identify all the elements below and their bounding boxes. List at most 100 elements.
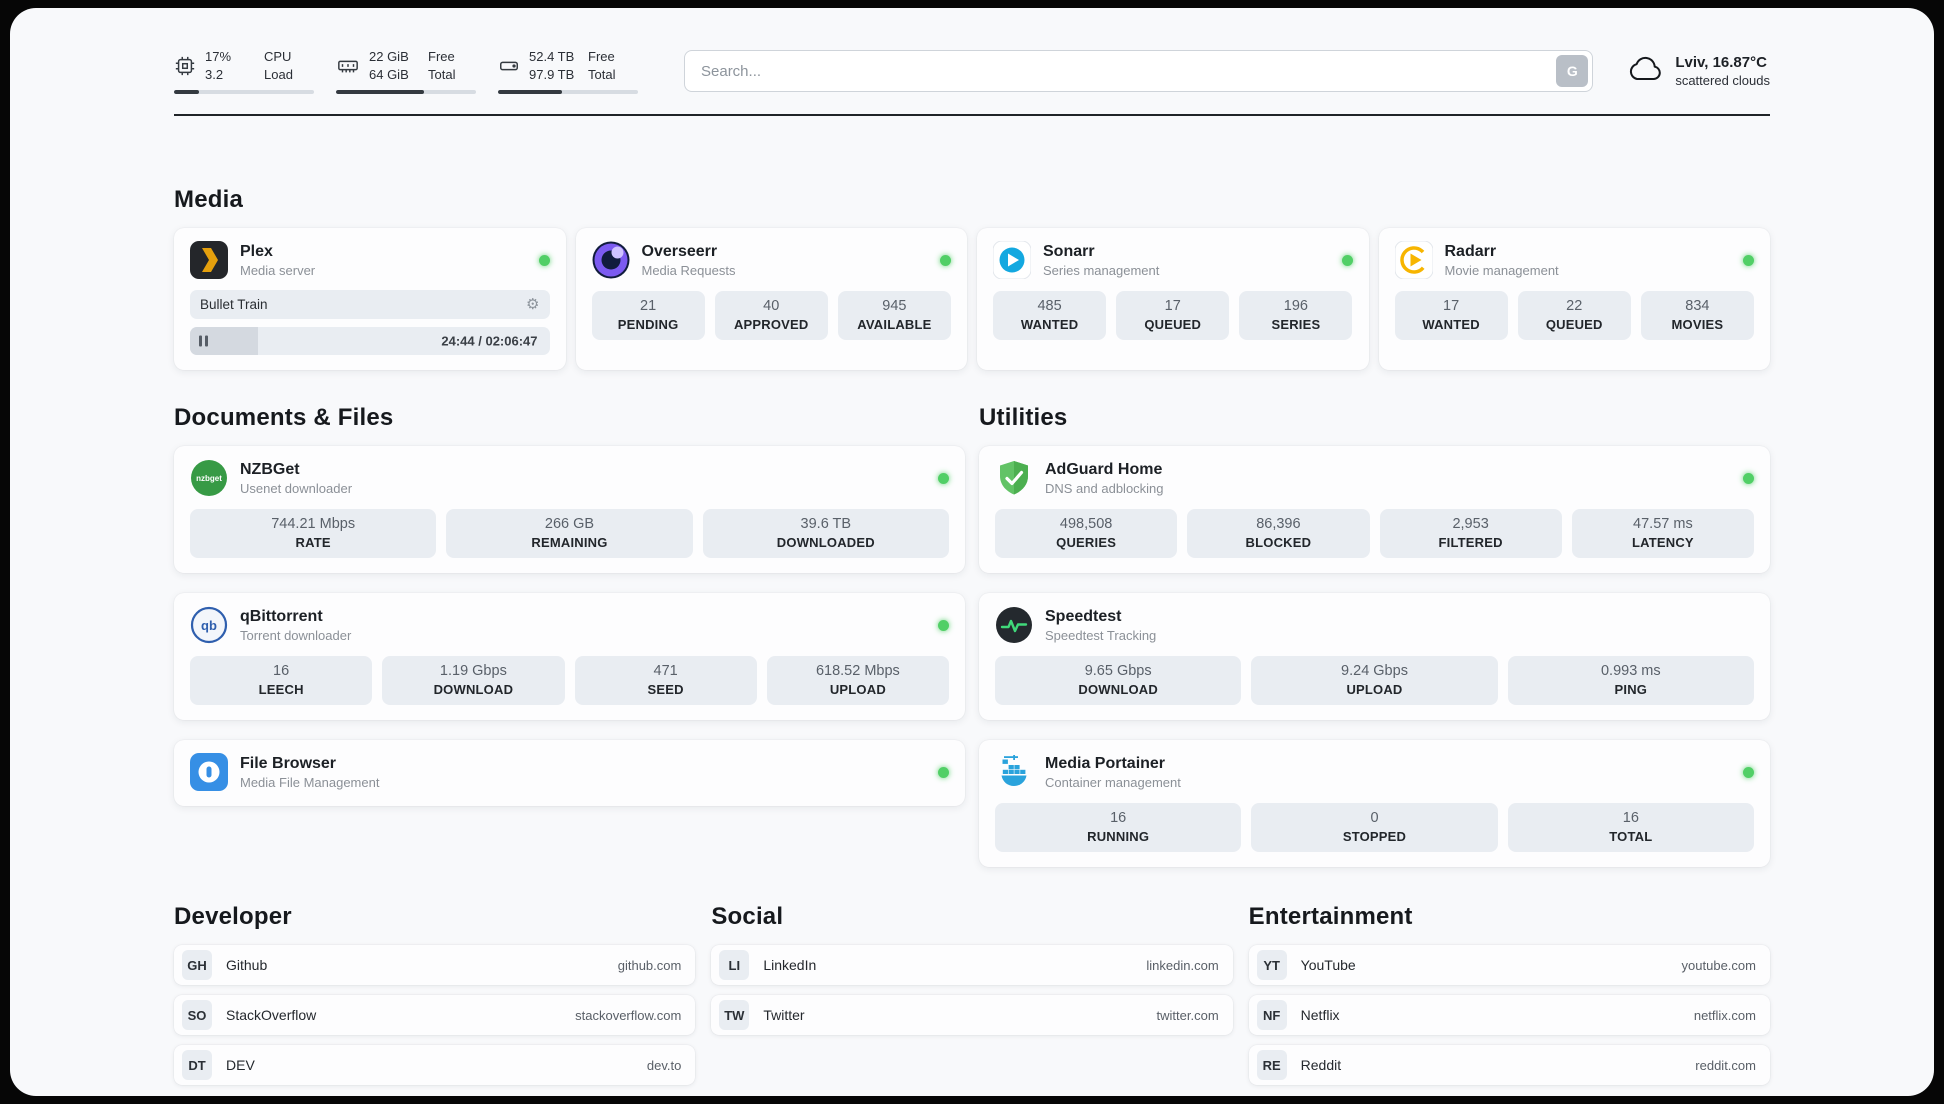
nzbget-icon: nzbget <box>190 459 228 497</box>
bookmark-stackoverflow[interactable]: SO StackOverflow stackoverflow.com <box>174 995 696 1036</box>
app-card-adguard[interactable]: AdGuard Home DNS and adblocking 498,508 Q… <box>979 446 1770 574</box>
app-card-portainer[interactable]: Media Portainer Container management 16 R… <box>979 740 1770 868</box>
app-description: Torrent downloader <box>240 627 352 643</box>
now-playing-bar: Bullet Train ⚙ <box>190 290 550 320</box>
section-title-documents: Documents & Files <box>174 404 394 432</box>
stat-box: 21 PENDING <box>591 291 705 341</box>
disk-usage-bar <box>498 90 638 95</box>
app-name: Media Portainer <box>1045 754 1166 772</box>
cpu-label: CPU <box>264 49 292 64</box>
status-indicator-online <box>538 254 550 266</box>
twitter-icon: TW <box>719 1000 750 1031</box>
stat-box: 485 WANTED <box>993 291 1107 341</box>
bookmark-youtube[interactable]: YT YouTube youtube.com <box>1248 945 1770 986</box>
bookmark-linkedin[interactable]: LI LinkedIn linkedin.com <box>711 945 1233 986</box>
svg-text:qb: qb <box>201 618 217 633</box>
dashboard-page: 17% 3.2 CPU Load <box>10 8 1934 1096</box>
speedtest-icon <box>995 606 1033 644</box>
stat-box: 196 SERIES <box>1239 291 1353 341</box>
stat-box: 40 APPROVED <box>714 291 828 341</box>
cpu-percent: 17% <box>205 49 232 64</box>
disk-total-value: 97.9 TB <box>529 66 575 82</box>
cpu-widget: 17% 3.2 CPU Load <box>174 48 314 95</box>
radarr-icon <box>1394 241 1433 280</box>
stat-box: 39.6 TB DOWNLOADED <box>702 509 949 559</box>
cloud-icon <box>1627 55 1663 88</box>
bookmark-dev[interactable]: DT DEV dev.to <box>174 1045 696 1086</box>
app-name: qBittorrent <box>240 607 323 625</box>
status-indicator-online <box>1743 472 1754 484</box>
cpu-usage-bar <box>174 90 314 95</box>
playback-time: 24:44 / 02:06:47 <box>441 333 538 349</box>
stat-box: 47.57 ms LATENCY <box>1571 509 1754 559</box>
bookmark-github[interactable]: GH Github github.com <box>174 945 696 986</box>
app-card-sonarr[interactable]: Sonarr Series management 485 WANTED 17 QUE… <box>977 228 1369 371</box>
status-indicator-online <box>1341 254 1353 266</box>
app-name: Radarr <box>1444 242 1497 260</box>
section-title-media: Media <box>174 186 244 214</box>
app-card-nzbget[interactable]: nzbget NZBGet Usenet downloader 744.21 M… <box>174 446 965 574</box>
plex-icon <box>190 241 228 280</box>
stat-box: 9.24 Gbps UPLOAD <box>1251 656 1498 706</box>
stat-box: 834 MOVIES <box>1640 291 1754 341</box>
app-description: Speedtest Tracking <box>1045 627 1157 643</box>
search-engine-button[interactable]: G <box>1556 55 1589 88</box>
section-title-utilities: Utilities <box>979 404 1068 432</box>
app-name: File Browser <box>240 754 337 772</box>
weather-condition: scattered clouds <box>1675 73 1770 89</box>
app-name: Sonarr <box>1043 242 1095 260</box>
stat-box: 0 STOPPED <box>1251 803 1498 853</box>
memory-widget: 22 GiB 64 GiB Free Total <box>336 48 476 95</box>
ram-icon <box>336 55 360 77</box>
memory-total-value: 64 GiB <box>369 66 409 82</box>
bookmark-netflix[interactable]: NF Netflix netflix.com <box>1248 995 1770 1036</box>
linkedin-icon: LI <box>719 950 750 981</box>
gear-icon[interactable]: ⚙ <box>526 296 540 314</box>
disk-total-label: Total <box>588 66 616 82</box>
section-developer: Developer GH Github github.com SO StackO… <box>174 903 696 1086</box>
sonarr-icon <box>993 241 1031 280</box>
stat-box: 86,396 BLOCKED <box>1187 509 1370 559</box>
status-indicator-online <box>940 254 951 266</box>
app-card-radarr[interactable]: Radarr Movie management 17 WANTED 22 QUEUE… <box>1378 228 1770 371</box>
app-card-speedtest[interactable]: Speedtest Speedtest Tracking 9.65 Gbps DO… <box>979 593 1770 721</box>
search-input[interactable] <box>684 50 1594 93</box>
overseerr-icon <box>592 241 630 279</box>
status-indicator-online <box>1743 254 1754 266</box>
pause-icon[interactable] <box>199 335 208 347</box>
status-indicator-online <box>938 619 949 631</box>
stat-box: 16 LEECH <box>190 656 373 706</box>
svg-text:nzbget: nzbget <box>196 474 222 483</box>
stat-box: 9.65 Gbps DOWNLOAD <box>995 656 1242 706</box>
stat-box: 16 TOTAL <box>1507 803 1754 853</box>
stat-box: 618.52 Mbps UPLOAD <box>766 656 949 706</box>
adguard-icon <box>995 459 1033 497</box>
portainer-icon <box>995 753 1033 791</box>
app-name: Speedtest <box>1045 607 1122 625</box>
bookmark-twitter[interactable]: TW Twitter twitter.com <box>711 995 1233 1036</box>
disk-free-value: 52.4 TB <box>529 49 575 64</box>
stat-box: 266 GB REMAINING <box>446 509 693 559</box>
dev-icon: DT <box>182 1050 212 1081</box>
app-card-overseerr[interactable]: Overseerr Media Requests 21 PENDING 40 APP… <box>575 228 967 371</box>
stat-box: 17 WANTED <box>1394 291 1508 341</box>
status-indicator-online <box>938 766 949 778</box>
app-card-plex[interactable]: Plex Media server Bullet Train ⚙ 24:44 /… <box>174 228 566 371</box>
section-social: Social LI LinkedIn linkedin.com TW Twitt… <box>711 903 1233 1036</box>
app-card-qbittorrent[interactable]: qb qBittorrent Torrent downloader 16 LEEC… <box>174 593 965 721</box>
section-entertainment: Entertainment YT YouTube youtube.com NF … <box>1248 903 1770 1086</box>
stat-box: 2,953 FILTERED <box>1379 509 1562 559</box>
section-title-entertainment: Entertainment <box>1248 903 1413 931</box>
playback-progress-bar[interactable]: 24:44 / 02:06:47 <box>190 327 550 356</box>
bookmark-reddit[interactable]: RE Reddit reddit.com <box>1248 1045 1770 1086</box>
stackoverflow-icon: SO <box>182 1000 212 1031</box>
section-documents: Documents & Files nzbget NZBGet Usenet d… <box>174 404 965 807</box>
section-media: Media Plex Media server <box>174 186 1770 371</box>
memory-total-label: Total <box>428 66 456 82</box>
youtube-icon: YT <box>1256 950 1287 981</box>
app-description: Media Requests <box>641 262 736 278</box>
memory-free-label: Free <box>428 49 455 64</box>
status-indicator-online <box>1743 766 1754 778</box>
app-card-filebrowser[interactable]: File Browser Media File Management <box>174 740 965 807</box>
topbar-divider <box>174 114 1770 117</box>
